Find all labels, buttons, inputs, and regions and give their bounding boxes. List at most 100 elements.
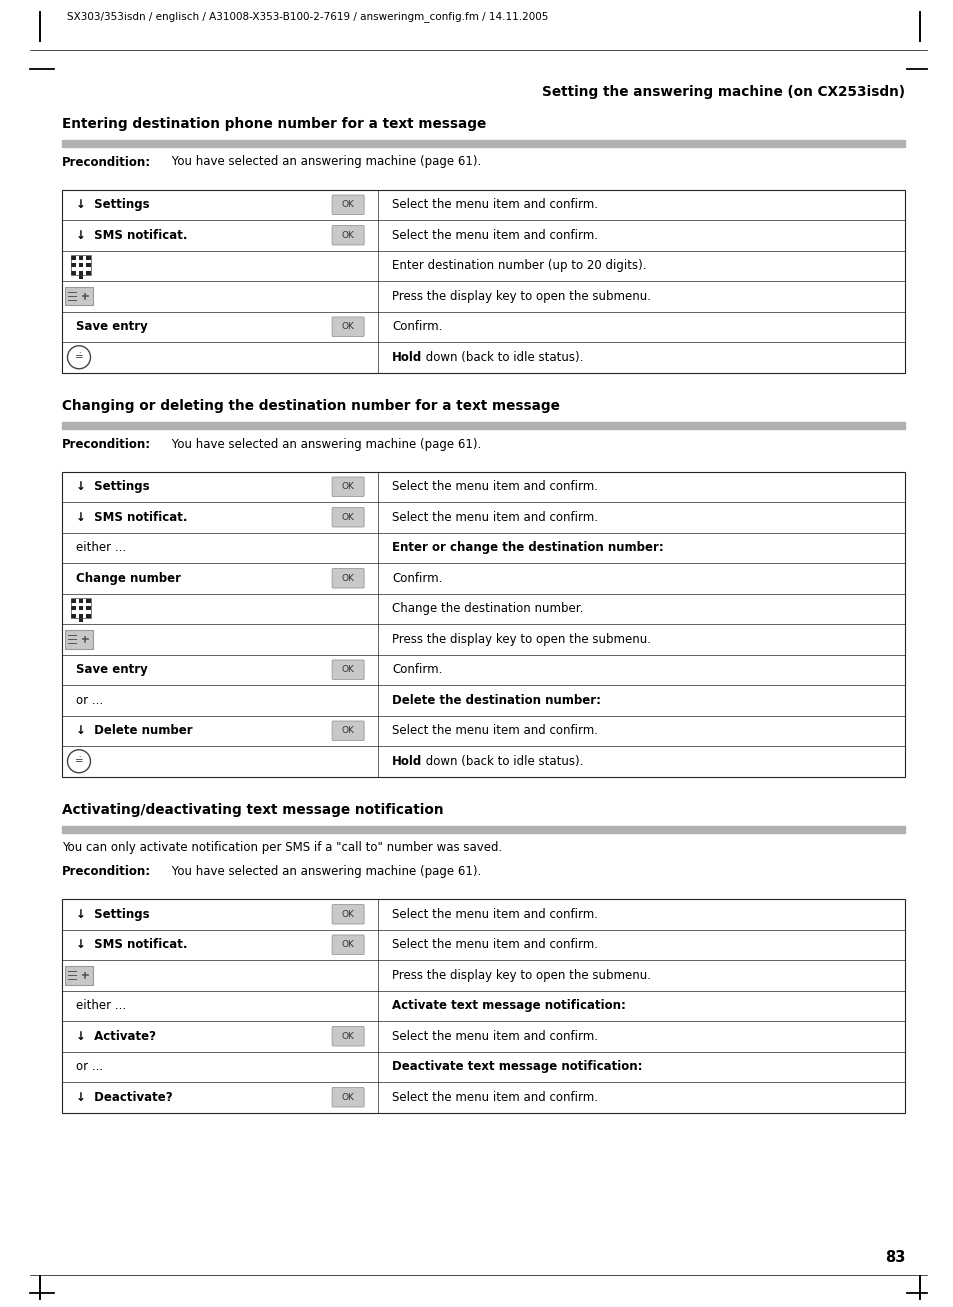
Text: or ...: or ... bbox=[76, 694, 103, 707]
FancyBboxPatch shape bbox=[332, 226, 364, 244]
Bar bbox=[78, 271, 83, 274]
Text: Press the display key to open the submenu.: Press the display key to open the submen… bbox=[392, 633, 651, 646]
Text: either ...: either ... bbox=[76, 541, 126, 554]
Text: Deactivate text message notification:: Deactivate text message notification: bbox=[392, 1060, 642, 1073]
Text: OK: OK bbox=[341, 1093, 355, 1102]
Bar bbox=[86, 606, 91, 610]
Text: You have selected an answering machine (page 61).: You have selected an answering machine (… bbox=[168, 438, 480, 451]
Text: down (back to idle status).: down (back to idle status). bbox=[422, 754, 583, 767]
Text: OK: OK bbox=[341, 574, 355, 583]
Bar bbox=[62, 899, 904, 1112]
Text: Confirm.: Confirm. bbox=[392, 320, 442, 333]
Text: ↓  Delete number: ↓ Delete number bbox=[76, 724, 193, 737]
Text: Confirm.: Confirm. bbox=[392, 571, 442, 584]
Bar bbox=[86, 271, 91, 274]
Text: or ...: or ... bbox=[76, 1060, 103, 1073]
Text: Confirm.: Confirm. bbox=[392, 663, 442, 676]
Text: Activating/deactivating text message notification: Activating/deactivating text message not… bbox=[62, 802, 443, 817]
Bar bbox=[78, 274, 83, 278]
Text: Change number: Change number bbox=[76, 571, 181, 584]
Text: Setting the answering machine (on CX253isdn): Setting the answering machine (on CX253i… bbox=[541, 85, 904, 99]
Text: You can only activate notification per SMS if a "call to" number was saved.: You can only activate notification per S… bbox=[62, 842, 501, 855]
Text: ↓  SMS notificat.: ↓ SMS notificat. bbox=[76, 938, 188, 951]
FancyBboxPatch shape bbox=[65, 966, 92, 984]
Text: ↓  Settings: ↓ Settings bbox=[76, 199, 150, 212]
Text: Select the menu item and confirm.: Select the menu item and confirm. bbox=[392, 938, 598, 951]
Text: ↓  Settings: ↓ Settings bbox=[76, 480, 150, 493]
Text: Select the menu item and confirm.: Select the menu item and confirm. bbox=[392, 908, 598, 920]
Text: Entering destination phone number for a text message: Entering destination phone number for a … bbox=[62, 118, 486, 131]
Bar bbox=[71, 606, 76, 610]
Bar bbox=[86, 263, 91, 267]
Text: OK: OK bbox=[341, 512, 355, 521]
Bar bbox=[86, 599, 91, 603]
Bar bbox=[71, 256, 76, 260]
Text: either ...: either ... bbox=[76, 1000, 126, 1012]
Bar bbox=[71, 263, 76, 267]
Text: ↓  SMS notificat.: ↓ SMS notificat. bbox=[76, 229, 188, 242]
Text: Press the display key to open the submenu.: Press the display key to open the submen… bbox=[392, 968, 651, 982]
Bar bbox=[78, 256, 83, 260]
Text: OK: OK bbox=[341, 727, 355, 736]
Text: Changing or deleting the destination number for a text message: Changing or deleting the destination num… bbox=[62, 399, 559, 413]
Bar bbox=[71, 599, 76, 603]
Bar bbox=[71, 613, 76, 618]
Text: ↓  SMS notificat.: ↓ SMS notificat. bbox=[76, 511, 188, 524]
Text: Hold: Hold bbox=[392, 754, 422, 767]
Text: Select the menu item and confirm.: Select the menu item and confirm. bbox=[392, 229, 598, 242]
FancyBboxPatch shape bbox=[332, 721, 364, 741]
Bar bbox=[62, 472, 904, 776]
Text: Enter destination number (up to 20 digits).: Enter destination number (up to 20 digit… bbox=[392, 259, 646, 272]
Text: OK: OK bbox=[341, 231, 355, 239]
FancyBboxPatch shape bbox=[332, 1026, 364, 1046]
Text: Precondition:: Precondition: bbox=[62, 865, 151, 878]
Bar bbox=[78, 599, 83, 603]
Text: Select the menu item and confirm.: Select the menu item and confirm. bbox=[392, 199, 598, 212]
Text: You have selected an answering machine (page 61).: You have selected an answering machine (… bbox=[168, 865, 480, 878]
Bar bbox=[71, 271, 76, 274]
Bar bbox=[71, 255, 91, 274]
Text: Select the menu item and confirm.: Select the menu item and confirm. bbox=[392, 480, 598, 493]
FancyBboxPatch shape bbox=[332, 904, 364, 924]
Text: ↓  Activate?: ↓ Activate? bbox=[76, 1030, 156, 1043]
Text: Hold: Hold bbox=[392, 350, 422, 363]
FancyBboxPatch shape bbox=[332, 477, 364, 497]
Text: Change the destination number.: Change the destination number. bbox=[392, 603, 583, 616]
Text: ↓  Settings: ↓ Settings bbox=[76, 908, 150, 920]
Text: ↓  Deactivate?: ↓ Deactivate? bbox=[76, 1091, 172, 1103]
Text: Select the menu item and confirm.: Select the menu item and confirm. bbox=[392, 724, 598, 737]
Bar bbox=[78, 606, 83, 610]
FancyBboxPatch shape bbox=[332, 318, 364, 336]
Text: Select the menu item and confirm.: Select the menu item and confirm. bbox=[392, 1030, 598, 1043]
Bar bbox=[78, 613, 83, 618]
Text: OK: OK bbox=[341, 910, 355, 919]
Text: Save entry: Save entry bbox=[76, 320, 148, 333]
Bar bbox=[78, 618, 83, 622]
FancyBboxPatch shape bbox=[332, 569, 364, 588]
Text: =̇: =̇ bbox=[74, 352, 83, 362]
FancyBboxPatch shape bbox=[332, 507, 364, 527]
Bar bbox=[62, 190, 904, 372]
Text: Enter or change the destination number:: Enter or change the destination number: bbox=[392, 541, 663, 554]
Text: OK: OK bbox=[341, 1031, 355, 1040]
Bar bbox=[78, 263, 83, 267]
Text: Select the menu item and confirm.: Select the menu item and confirm. bbox=[392, 1091, 598, 1103]
FancyBboxPatch shape bbox=[332, 935, 364, 954]
Text: down (back to idle status).: down (back to idle status). bbox=[422, 350, 583, 363]
Text: 83: 83 bbox=[883, 1249, 904, 1265]
Text: OK: OK bbox=[341, 200, 355, 209]
Bar bbox=[86, 256, 91, 260]
Bar bbox=[86, 613, 91, 618]
Text: OK: OK bbox=[341, 940, 355, 949]
FancyBboxPatch shape bbox=[65, 630, 92, 648]
Text: =̇: =̇ bbox=[74, 755, 83, 766]
FancyBboxPatch shape bbox=[332, 195, 364, 214]
Text: Press the display key to open the submenu.: Press the display key to open the submen… bbox=[392, 290, 651, 303]
Text: OK: OK bbox=[341, 665, 355, 674]
Text: You have selected an answering machine (page 61).: You have selected an answering machine (… bbox=[168, 156, 480, 169]
Text: Precondition:: Precondition: bbox=[62, 438, 151, 451]
Bar bbox=[71, 597, 91, 618]
Text: SX303/353isdn / englisch / A31008-X353-B100-2-7619 / answeringm_config.fm / 14.1: SX303/353isdn / englisch / A31008-X353-B… bbox=[67, 10, 548, 22]
Text: OK: OK bbox=[341, 323, 355, 331]
Text: Save entry: Save entry bbox=[76, 663, 148, 676]
